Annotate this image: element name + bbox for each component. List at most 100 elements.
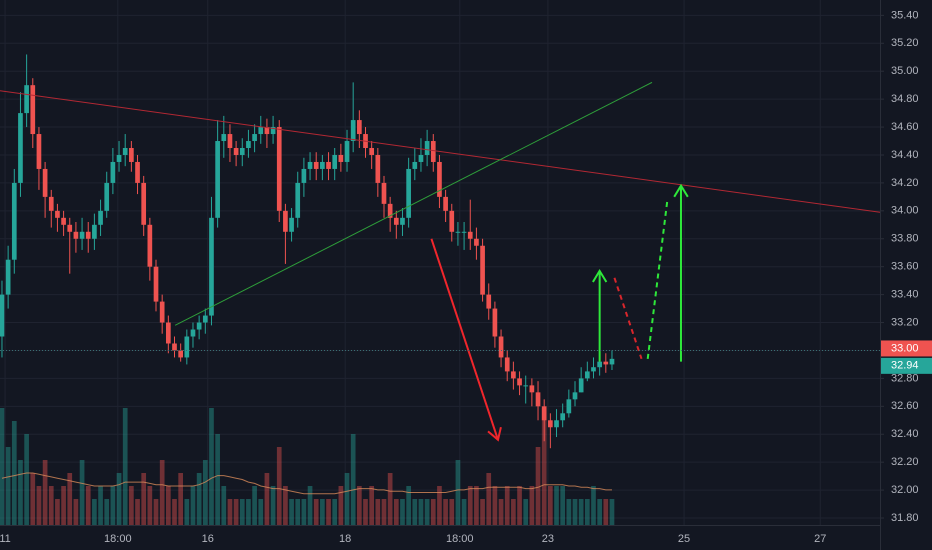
candle-body [437,161,442,197]
volume-bar [129,486,134,525]
candle-body [0,294,5,337]
candle-body [492,308,498,337]
volume-bar [307,486,313,525]
candle-body [215,141,220,218]
annotation-layer [0,81,880,442]
candle-body [233,148,239,155]
candle-body [344,141,350,162]
y-tick-label: 35.00 [891,65,919,77]
volume-bar [492,486,498,525]
candle-body [375,154,381,183]
volume-bar [523,499,529,525]
volume-bar [295,499,301,525]
volume-bar [196,473,202,525]
arrow-head [487,426,502,442]
candle-body [270,127,276,135]
y-tick-label: 35.20 [891,37,919,49]
volume-bar [320,499,325,525]
candle-body [172,343,177,351]
candle-body [258,127,264,135]
candle-body [178,350,183,358]
candle-body [196,322,202,330]
candle-body [79,231,85,239]
volume-bar [584,499,590,525]
volume-bar [301,499,307,525]
volume-bar [178,473,183,525]
x-tick-label: 18:00 [446,533,474,545]
volume-bar [85,486,91,525]
candle-body [474,238,479,246]
y-tick-label: 33.80 [891,233,919,245]
volume-bar [326,499,331,525]
volume-bar [73,499,79,525]
volume-bar [79,460,85,525]
volume-bar [578,499,584,525]
y-tick-label: 33.40 [891,289,919,301]
volume-bar [165,486,171,525]
x-tick-label: 18:00 [104,533,132,545]
volume-bar [517,486,522,525]
volume-bar [18,460,23,525]
candle-body [307,161,313,169]
volume-bar [270,486,276,525]
y-tick-label: 32.00 [891,484,919,496]
y-tick-label: 33.20 [891,316,919,328]
volume-bar [548,486,553,525]
volume-bar [11,421,17,525]
candle-body [498,336,504,358]
candle-body [424,141,430,155]
candle-body [67,224,73,232]
volume-bar [424,499,430,525]
volume-bar [529,486,535,525]
volume-bar [572,499,578,525]
candle-body [283,210,288,232]
volume-bar [541,408,547,525]
volume-bar [67,473,73,525]
x-tick-label: 25 [678,533,690,545]
trend-line [0,90,880,213]
volume-bar [61,486,66,525]
y-tick-label: 33.60 [891,261,919,273]
candle-body [301,168,307,183]
y-tick-label: 32.80 [891,372,919,384]
candle-body [313,161,319,169]
candle-body [36,134,42,169]
candle-body [332,154,338,169]
candle-body [541,406,547,421]
volume-bar [566,499,572,525]
volume-bar [36,486,42,525]
candle-body [535,392,541,407]
volume-bar [24,434,29,525]
volume-bar [159,460,165,525]
candle-body [295,182,301,218]
volume-bar [486,473,492,525]
candle-body [504,357,510,372]
candle-body [554,420,559,428]
y-tick-label: 35.40 [891,9,919,21]
x-tick-label: 23 [542,533,554,545]
candle-body [387,203,393,218]
volume-bar [104,499,110,525]
candle-body [603,361,609,365]
candle-body [104,182,110,211]
candle-body [480,245,485,295]
candle-body [591,367,596,372]
candle-body [369,148,375,155]
volume-bar [357,486,362,525]
candle-body [548,420,553,428]
candle-body [320,161,325,169]
candle-body [400,217,405,225]
y-tick-label: 34.80 [891,93,919,105]
candle-body [18,113,23,183]
candle-body [116,154,122,162]
candle-body [584,371,590,379]
volume-bar [264,473,270,525]
volume-bar [437,486,442,525]
volume-bar [110,486,116,525]
candle-body [572,392,578,400]
volume-bar [98,486,103,525]
volume-bar [141,473,147,525]
candle-body [486,294,492,309]
